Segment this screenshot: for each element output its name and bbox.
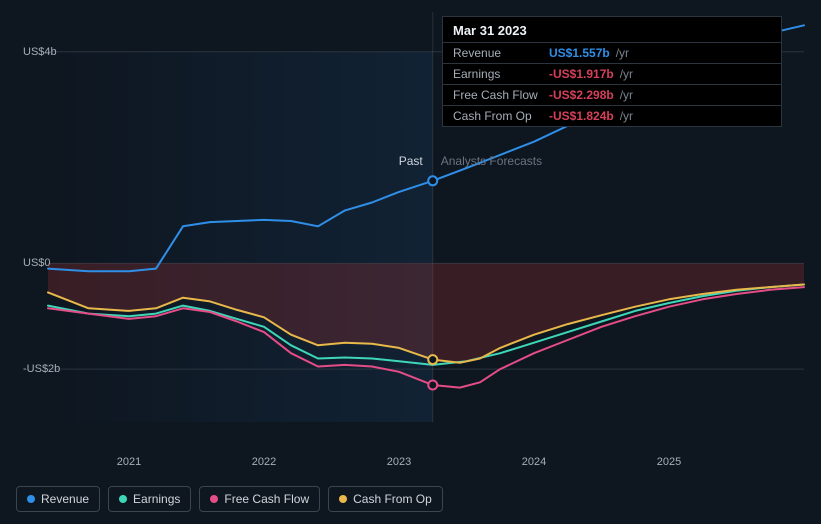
legend-swatch xyxy=(119,495,127,503)
tooltip-metric-label: Cash From Op xyxy=(453,109,543,123)
tooltip-metric-label: Revenue xyxy=(453,46,543,60)
tooltip-unit: /yr xyxy=(616,46,629,60)
chart-legend: Revenue Earnings Free Cash Flow Cash From O… xyxy=(16,486,443,512)
legend-item-earnings[interactable]: Earnings xyxy=(108,486,191,512)
legend-label: Revenue xyxy=(41,492,89,506)
x-axis-label: 2023 xyxy=(387,456,411,468)
y-axis-label: US$0 xyxy=(23,257,51,269)
tooltip-row: Revenue US$1.557b/yr xyxy=(443,43,781,64)
tooltip-metric-value: -US$1.917b xyxy=(549,67,614,81)
tooltip-unit: /yr xyxy=(620,67,633,81)
tooltip-row: Earnings -US$1.917b/yr xyxy=(443,64,781,85)
x-axis-label: 2021 xyxy=(117,456,141,468)
legend-swatch xyxy=(339,495,347,503)
x-axis-label: 2025 xyxy=(657,456,681,468)
tooltip-unit: /yr xyxy=(620,109,633,123)
tooltip-date: Mar 31 2023 xyxy=(443,17,781,43)
tooltip-metric-value: US$1.557b xyxy=(549,46,610,60)
tooltip-row: Cash From Op -US$1.824b/yr xyxy=(443,106,781,126)
tooltip-row: Free Cash Flow -US$2.298b/yr xyxy=(443,85,781,106)
tooltip-metric-label: Free Cash Flow xyxy=(453,88,543,102)
legend-item-cfo[interactable]: Cash From Op xyxy=(328,486,443,512)
chart-tooltip: Mar 31 2023 RevenueUS$1.557b/yrEarnings-… xyxy=(442,16,782,127)
legend-item-revenue[interactable]: Revenue xyxy=(16,486,100,512)
financials-chart: -US$2b US$0 US$4b 2021 2022 2023 2024 2025 Pas… xyxy=(16,12,806,482)
y-axis-label: US$4b xyxy=(23,46,57,58)
x-axis-label: 2022 xyxy=(252,456,276,468)
tooltip-metric-label: Earnings xyxy=(453,67,543,81)
legend-label: Earnings xyxy=(133,492,180,506)
legend-item-fcf[interactable]: Free Cash Flow xyxy=(199,486,320,512)
legend-swatch xyxy=(210,495,218,503)
legend-label: Cash From Op xyxy=(353,492,432,506)
past-label: Past xyxy=(399,154,423,168)
y-axis-label: -US$2b xyxy=(23,363,60,375)
legend-swatch xyxy=(27,495,35,503)
tooltip-unit: /yr xyxy=(620,88,633,102)
tooltip-metric-value: -US$2.298b xyxy=(549,88,614,102)
forecast-label: Analysts Forecasts xyxy=(441,154,542,168)
tooltip-metric-value: -US$1.824b xyxy=(549,109,614,123)
x-axis-label: 2024 xyxy=(522,456,546,468)
legend-label: Free Cash Flow xyxy=(224,492,309,506)
